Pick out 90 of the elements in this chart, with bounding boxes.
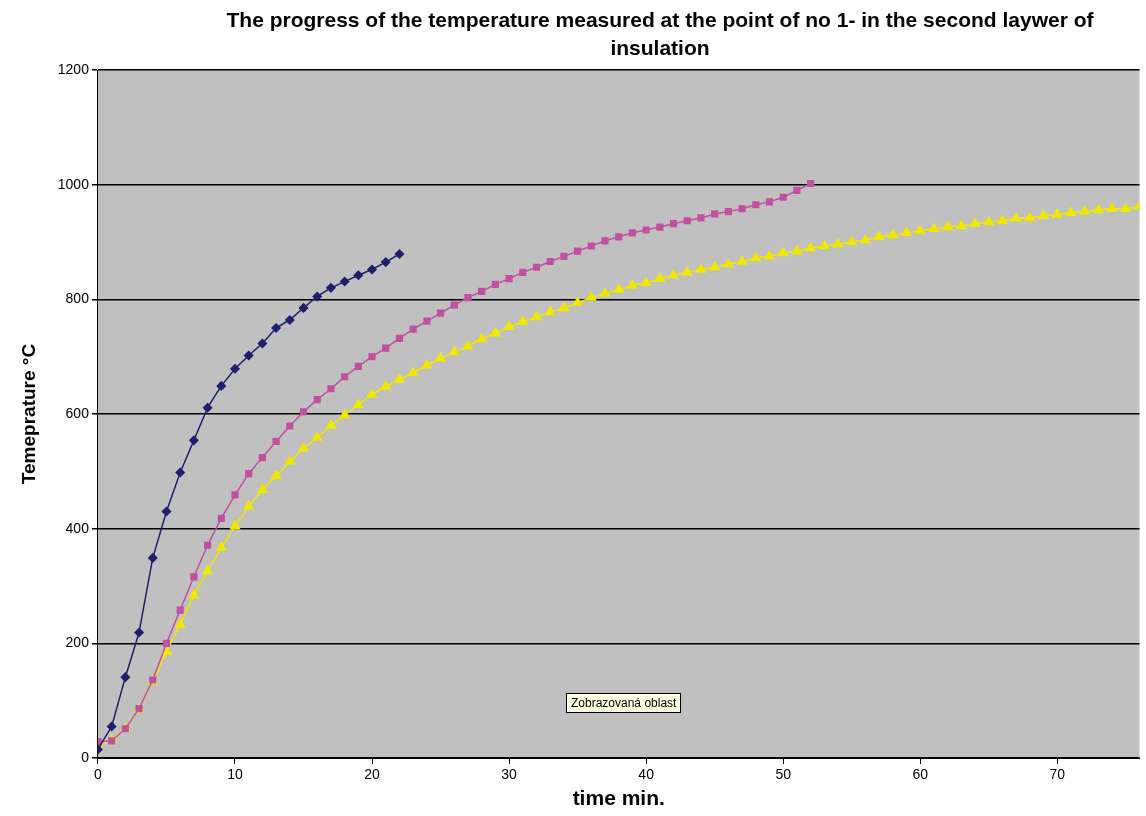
point [313, 396, 321, 404]
point [258, 454, 266, 462]
point [271, 323, 281, 333]
point [491, 280, 499, 289]
y-tick-label: 400 [65, 519, 90, 536]
point [368, 353, 376, 361]
point [587, 242, 595, 250]
point [478, 287, 486, 295]
point [382, 344, 390, 352]
point [108, 737, 116, 745]
y-tick-label: 0 [81, 748, 90, 765]
point [243, 350, 254, 361]
point [106, 721, 117, 732]
point [299, 408, 308, 416]
point [272, 437, 280, 446]
point [450, 301, 458, 309]
x-tick-label: 70 [1049, 766, 1066, 783]
x-tick-label: 30 [501, 766, 518, 783]
point [312, 291, 322, 302]
point [642, 226, 650, 234]
y-axis-title: Temeprature °C [17, 343, 39, 485]
y-tick-label: 200 [65, 634, 90, 651]
point [464, 294, 472, 302]
point [367, 264, 377, 275]
point [711, 210, 719, 218]
point [257, 338, 268, 349]
point [204, 541, 212, 549]
point [423, 317, 431, 325]
point [560, 252, 568, 260]
point [175, 467, 185, 478]
point [189, 435, 199, 446]
point [380, 257, 391, 267]
point [793, 186, 801, 194]
point [546, 257, 554, 266]
point [395, 334, 404, 342]
x-axis-title: time min. [572, 786, 665, 810]
point [120, 672, 131, 682]
point [245, 470, 253, 478]
point [286, 422, 294, 430]
x-tick-label: 50 [775, 766, 792, 783]
point [752, 201, 760, 209]
point [574, 247, 582, 255]
x-tick-label: 0 [94, 766, 103, 783]
y-tick-label: 600 [65, 404, 90, 421]
point [162, 639, 171, 647]
point [807, 179, 815, 188]
point [738, 205, 746, 213]
annotation: Zobrazovaná oblast [566, 693, 682, 713]
point [724, 208, 732, 216]
point [202, 402, 213, 413]
point [765, 198, 774, 206]
point [601, 237, 609, 245]
point [615, 233, 623, 241]
point [341, 373, 349, 381]
chart-title: The progress of the temperature measured at the point of no 1- in the second laywer of insulation [225, 7, 1095, 61]
point [231, 491, 239, 499]
point [519, 268, 527, 276]
point [217, 514, 225, 522]
point [326, 283, 336, 293]
point [532, 263, 541, 271]
point [656, 223, 664, 231]
x-tick-label: 20 [364, 766, 381, 783]
point [697, 214, 705, 222]
point [394, 249, 405, 259]
point [409, 325, 417, 333]
point [134, 627, 144, 638]
y-tick-label: 1200 [57, 60, 90, 77]
y-tick-label: 800 [65, 290, 90, 307]
x-tick-label: 60 [912, 766, 929, 783]
point [436, 309, 445, 317]
point [176, 606, 184, 614]
point [327, 385, 335, 393]
point [505, 275, 513, 283]
point [628, 229, 637, 237]
point [161, 506, 172, 517]
point [339, 276, 350, 287]
x-tick-label: 40 [638, 766, 655, 783]
y-tick-label: 1000 [57, 175, 90, 192]
point [230, 363, 240, 374]
point [669, 220, 678, 228]
point [298, 303, 309, 313]
point [285, 315, 295, 325]
point [683, 217, 691, 225]
point [190, 573, 198, 581]
x-tick-label: 10 [227, 766, 243, 783]
point [354, 362, 362, 370]
point [779, 193, 787, 201]
point [148, 553, 158, 563]
point [216, 381, 227, 391]
point [353, 270, 364, 280]
